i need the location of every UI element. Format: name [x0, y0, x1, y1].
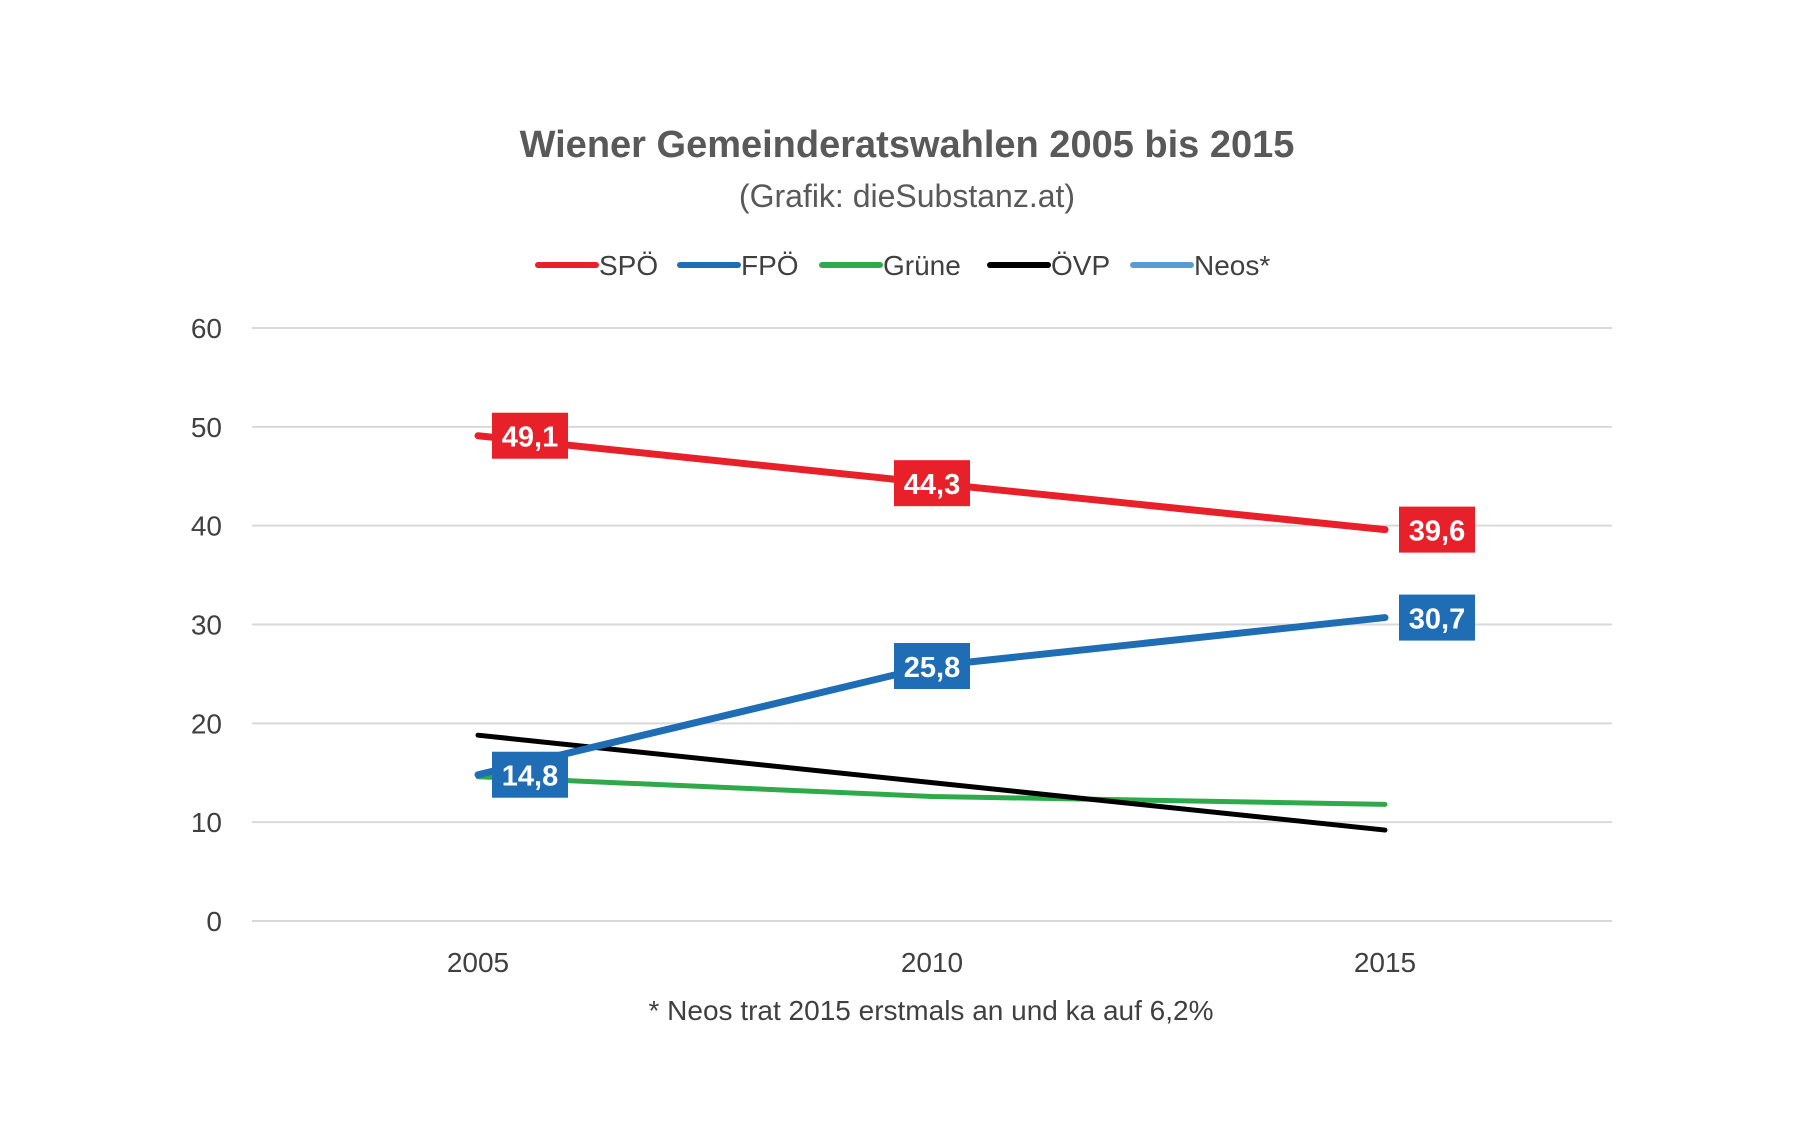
legend-label: FPÖ	[741, 250, 799, 281]
grid	[252, 327, 1612, 922]
chart-subtitle: (Grafik: dieSubstanz.at)	[739, 178, 1075, 214]
data-labels: 49,1 44,3 39,6 14,8 25,8 30,7	[492, 412, 1475, 798]
y-tick-label: 60	[191, 313, 222, 344]
y-tick-label: 0	[206, 906, 222, 937]
data-label: 30,7	[1399, 594, 1475, 641]
data-label-box	[492, 751, 568, 798]
y-tick-label: 40	[191, 511, 222, 542]
legend-label: ÖVP	[1051, 250, 1110, 281]
y-tick-label: 30	[191, 610, 222, 641]
data-label-text: 25,8	[904, 652, 960, 684]
data-label-text: 14,8	[502, 761, 558, 793]
legend-item: ÖVP	[987, 250, 1110, 281]
data-label: 39,6	[1399, 506, 1475, 553]
x-axis: 2005 2010 2015	[447, 947, 1416, 978]
legend-label: SPÖ	[599, 250, 658, 281]
x-tick-label: 2015	[1354, 947, 1416, 978]
data-label: 49,1	[492, 412, 568, 459]
data-label-box	[894, 460, 970, 507]
data-label-box	[894, 643, 970, 690]
legend-item: SPÖ	[535, 250, 658, 281]
data-label-text: 30,7	[1409, 604, 1465, 636]
chart-footnote: * Neos trat 2015 erstmals an und ka auf …	[649, 995, 1214, 1026]
y-axis: 0 10 20 30 40 50 60	[191, 313, 222, 937]
x-tick-label: 2010	[901, 947, 963, 978]
series-line-3	[475, 774, 1388, 807]
data-label-box	[1399, 506, 1475, 553]
legend-label: Grüne	[883, 250, 961, 281]
data-label: 14,8	[492, 751, 568, 798]
data-label-text: 39,6	[1409, 516, 1465, 548]
legend-item: Grüne	[819, 250, 961, 281]
x-tick-label: 2005	[447, 947, 509, 978]
data-label-text: 44,3	[904, 469, 960, 501]
y-tick-label: 20	[191, 708, 222, 739]
data-label-box	[492, 412, 568, 459]
data-label: 44,3	[894, 460, 970, 507]
data-label: 25,8	[894, 643, 970, 690]
legend: SPÖ FPÖ Grüne ÖVP Neos*	[535, 250, 1270, 281]
y-tick-label: 10	[191, 807, 222, 838]
data-label-box	[1399, 594, 1475, 641]
series-line-4	[475, 732, 1388, 833]
legend-item: FPÖ	[677, 250, 799, 281]
data-label-text: 49,1	[502, 422, 558, 454]
legend-item: Neos*	[1130, 250, 1270, 281]
legend-label: Neos*	[1194, 250, 1270, 281]
chart-title: Wiener Gemeinderatswahlen 2005 bis 2015	[520, 124, 1295, 166]
y-tick-label: 50	[191, 412, 222, 443]
